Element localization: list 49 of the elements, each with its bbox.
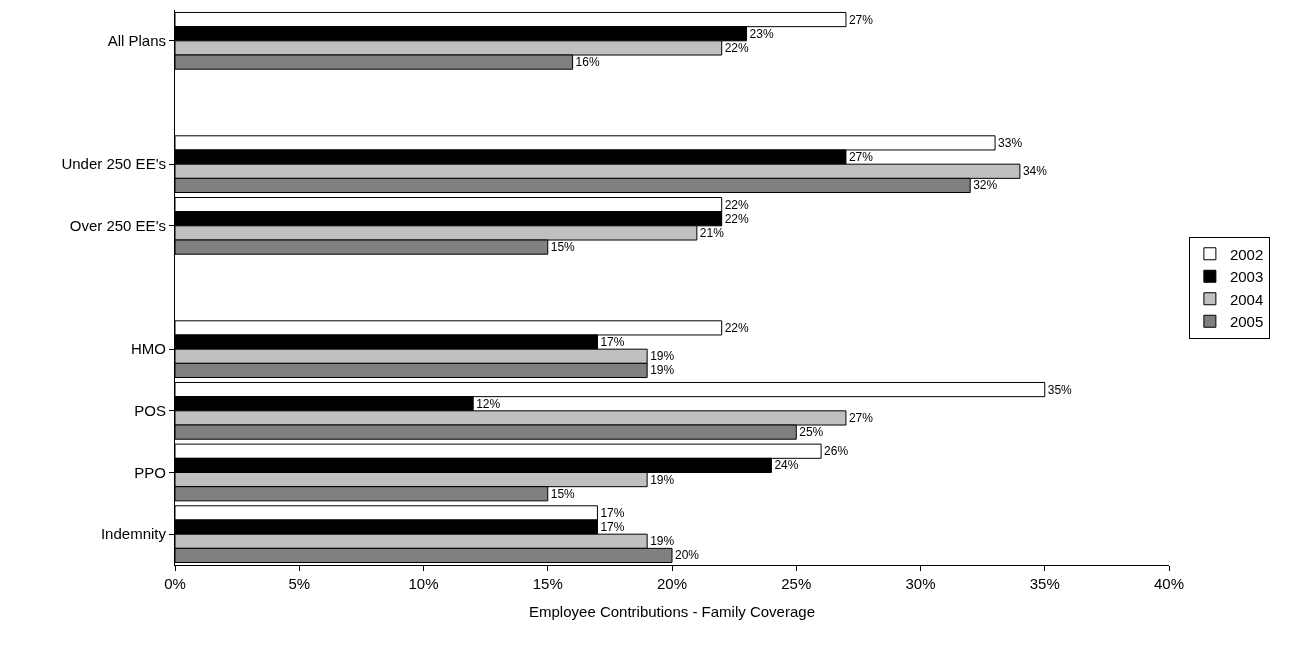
data-label: 22% xyxy=(724,320,750,335)
data-label: 22% xyxy=(724,197,750,212)
data-label: 17% xyxy=(600,335,625,350)
data-label: 19% xyxy=(650,349,675,364)
y-tick-label: Indemnity xyxy=(100,525,167,543)
y-tick-label: Under 250 EE's xyxy=(61,155,166,173)
x-tick-label: 30% xyxy=(905,575,936,592)
data-label: 27% xyxy=(848,150,874,165)
data-label: 23% xyxy=(749,26,774,41)
data-label: 19% xyxy=(650,534,675,549)
data-label: 12% xyxy=(476,396,501,411)
x-tick-label: 40% xyxy=(1153,575,1185,592)
legend-label: 2004 xyxy=(1229,290,1264,308)
x-tick-label: 20% xyxy=(656,575,688,592)
legend-label: 2003 xyxy=(1229,268,1264,286)
data-label: 25% xyxy=(799,425,824,440)
data-label: 21% xyxy=(699,225,725,240)
data-label: 19% xyxy=(650,363,675,378)
y-tick-label: HMO xyxy=(131,340,166,358)
data-label: 24% xyxy=(774,458,799,473)
y-tick-label: Over 250 EE's xyxy=(69,217,166,235)
x-axis-title: Employee Contributions - Family Coverage xyxy=(529,603,815,620)
data-label: 26% xyxy=(824,444,849,459)
data-label: 22% xyxy=(724,40,750,55)
data-label: 15% xyxy=(550,240,576,255)
data-label: 22% xyxy=(724,211,750,226)
data-label: 35% xyxy=(1047,382,1073,397)
x-tick-label: 0% xyxy=(164,575,186,592)
data-label: 17% xyxy=(600,505,625,520)
data-label: 27% xyxy=(848,410,874,425)
data-label: 32% xyxy=(973,178,998,193)
data-label: 17% xyxy=(600,520,625,535)
legend-label: 2005 xyxy=(1229,313,1264,331)
x-tick-label: 10% xyxy=(408,575,439,592)
y-tick-label: PPO xyxy=(134,463,166,481)
data-label: 19% xyxy=(650,472,675,487)
x-tick-label: 25% xyxy=(781,575,812,592)
x-tick-label: 5% xyxy=(288,575,311,592)
data-label: 15% xyxy=(550,486,576,501)
x-tick-label: 35% xyxy=(1029,575,1060,592)
data-label: 16% xyxy=(575,55,600,70)
data-label: 33% xyxy=(998,135,1023,150)
data-label: 20% xyxy=(675,548,700,563)
legend-label: 2002 xyxy=(1229,245,1264,263)
y-tick-label: All Plans xyxy=(107,32,166,50)
data-label: 34% xyxy=(1022,164,1048,179)
y-tick-label: POS xyxy=(134,402,166,420)
x-tick-label: 15% xyxy=(532,575,563,592)
data-label: 27% xyxy=(848,12,874,27)
